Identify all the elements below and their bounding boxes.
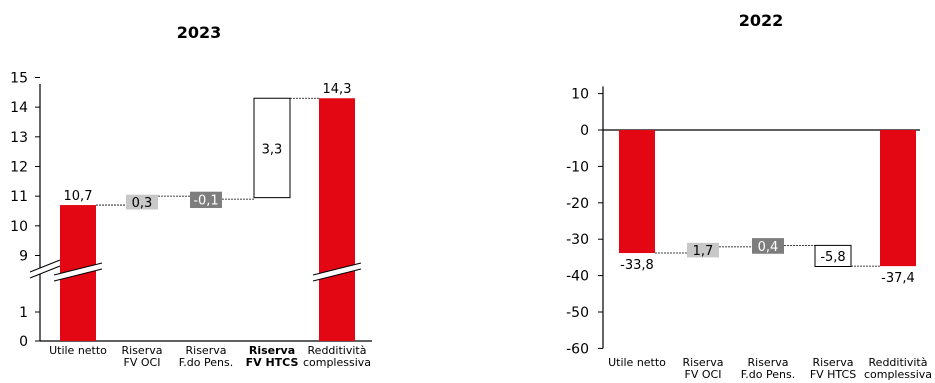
category-label: Riserva [249, 344, 295, 357]
chart-title: 2022 [739, 11, 784, 30]
category-label: F.do Pens. [741, 368, 795, 381]
data-label: -37,4 [881, 271, 915, 286]
category-label: FV HTCS [246, 356, 299, 369]
category-label: complessiva [864, 368, 932, 381]
axis-break-gap [30, 260, 60, 278]
chart-2022: 2022 10 0 -10 -20 -30 -40 -50 -60 -33,8 1,7 0,4 -5,8… [566, 11, 932, 381]
bar-delta [253, 97, 291, 199]
axis-break-line [53, 268, 103, 282]
data-label: 14,3 [323, 82, 352, 97]
data-label: 1,7 [693, 244, 714, 259]
data-label: -33,8 [620, 258, 654, 273]
y-tick-label: 0 [580, 123, 589, 139]
y-tick-label: 11 [10, 189, 28, 205]
bar-delta [190, 191, 222, 209]
bar-total [880, 130, 916, 267]
data-label: 10,7 [64, 189, 93, 204]
category-label: Redditività [308, 344, 367, 357]
category-label: complessiva [303, 356, 371, 369]
data-label: 0,4 [758, 240, 779, 255]
y-tick-label: 1 [19, 305, 28, 321]
data-label: -0,1 [193, 194, 218, 209]
y-tick-label: 15 [10, 70, 28, 86]
axis-break-line [312, 262, 362, 276]
category-label: Riserva [813, 356, 854, 369]
category-label: Riserva [748, 356, 789, 369]
bar-total [619, 130, 655, 254]
category-label: Redditività [869, 356, 928, 369]
category-label: FV OCI [124, 356, 161, 369]
bar-delta [814, 244, 852, 267]
category-label: Utile netto [608, 356, 666, 369]
y-tick-label: 9 [19, 249, 28, 265]
y-tick-label: 13 [10, 130, 28, 146]
y-tick-label: -20 [566, 196, 589, 212]
category-label: F.do Pens. [179, 356, 233, 369]
chart-title: 2023 [177, 23, 222, 42]
category-label: Utile netto [49, 344, 107, 357]
y-tick-label: 14 [10, 100, 28, 116]
y-tick-label: -40 [566, 269, 589, 285]
y-tick-label: 10 [10, 219, 28, 235]
axis-break-line [312, 268, 362, 282]
y-tick-label: 0 [19, 334, 28, 350]
category-label: FV HTCS [810, 368, 856, 381]
y-tick-label: -50 [566, 305, 589, 321]
axis-break-line [29, 259, 61, 273]
bar-total [319, 98, 355, 342]
category-label: Riserva [122, 344, 163, 357]
bar-delta [752, 238, 784, 254]
axis-break-gap [313, 263, 361, 281]
axis-break-line [29, 265, 61, 279]
category-label: FV OCI [685, 368, 722, 381]
category-label: Riserva [683, 356, 724, 369]
y-tick-label: -60 [566, 341, 589, 357]
data-label: 3,3 [262, 143, 283, 158]
y-tick-label: 12 [10, 159, 28, 175]
bar-delta [126, 194, 158, 210]
category-label: Riserva [186, 344, 227, 357]
y-tick-label: -30 [566, 232, 589, 248]
y-tick-label: -10 [566, 159, 589, 175]
data-label: 0,3 [132, 196, 153, 211]
data-label: -5,8 [820, 250, 845, 265]
y-tick-label: 10 [571, 87, 589, 103]
axis-break-line [53, 262, 103, 276]
bar-delta [687, 242, 719, 258]
axis-break-gap [54, 263, 102, 281]
